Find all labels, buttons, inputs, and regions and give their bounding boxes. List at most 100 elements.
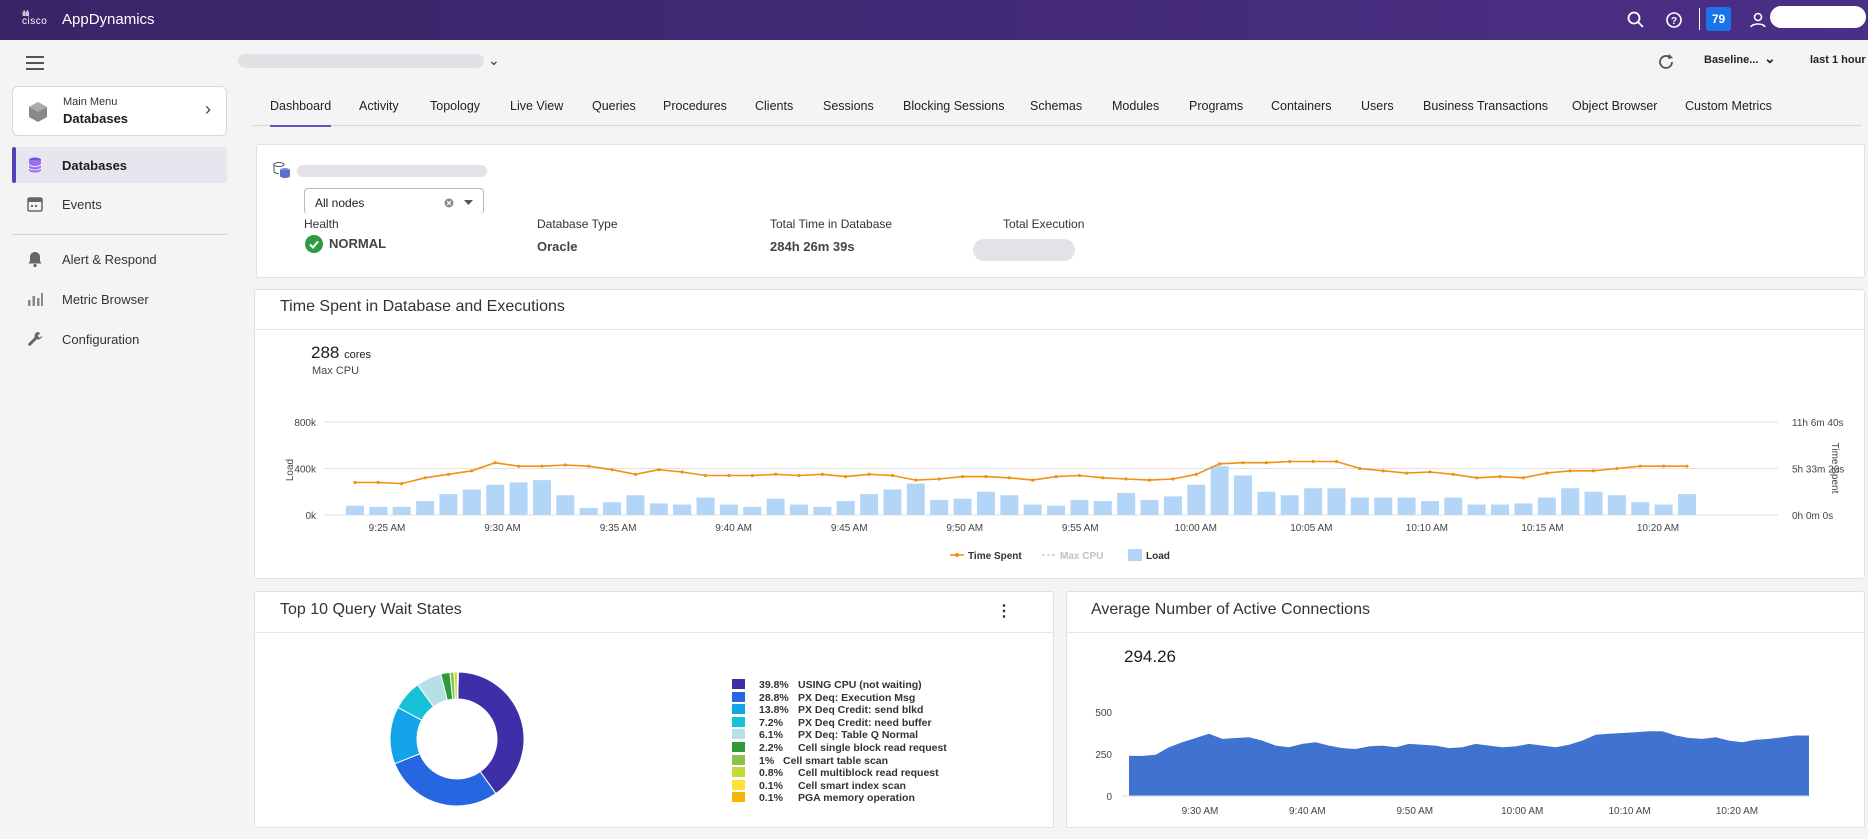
refresh-icon[interactable]	[1657, 53, 1675, 71]
legend-swatch	[732, 704, 745, 715]
time-spent-point	[1288, 459, 1292, 464]
legend-item[interactable]: 1% Cell smart table scan	[732, 754, 888, 767]
tab-schemas[interactable]: Schemas	[1030, 99, 1083, 113]
legend-load: Load	[1146, 551, 1170, 562]
legend-item[interactable]: 28.8% PX Deq: Execution Msg	[732, 691, 915, 704]
load-bar	[673, 504, 692, 515]
legend-item[interactable]: 2.2% Cell single block read request	[732, 742, 947, 754]
donut-slice	[457, 671, 525, 795]
time-spent-point	[1264, 461, 1268, 465]
app-brand[interactable]: AppDynamics	[62, 11, 155, 28]
x-tick-label: 9:40 AM	[715, 523, 752, 534]
check-circle-icon	[305, 235, 323, 253]
hamburger-icon[interactable]	[26, 56, 44, 70]
tab-object-browser[interactable]: Object Browser	[1572, 99, 1658, 113]
connections-chart: 500 250 0 9:30 AM 9:40 AM 9:50 AM 10:00 AM 10:1…	[1095, 708, 1810, 817]
legend-item[interactable]: 0.8% Cell multiblock read request	[732, 767, 939, 779]
time-spent-point	[587, 464, 591, 468]
tab-blocking-sessions[interactable]: Blocking Sessions	[903, 99, 1005, 113]
tab-programs[interactable]: Programs	[1189, 99, 1244, 113]
notification-badge[interactable]: 79	[1706, 7, 1731, 31]
tab-dashboard[interactable]: Dashboard	[270, 97, 332, 127]
help-icon[interactable]: ?	[1664, 10, 1684, 30]
load-bar	[486, 484, 505, 515]
wait-states-card	[254, 591, 1054, 828]
legend-item[interactable]: 13.8% PX Deq Credit: send blkd	[732, 704, 923, 716]
dropdown-arrow-icon[interactable]	[464, 200, 473, 206]
tab-clients[interactable]: Clients	[755, 99, 794, 113]
tab-live-view[interactable]: Live View	[510, 99, 564, 113]
sidebar-item-label: Events	[62, 197, 102, 212]
time-spent-point	[960, 475, 965, 479]
time-spent-point	[984, 475, 988, 479]
sidebar-divider	[12, 234, 227, 235]
legend-item[interactable]: 7.2% PX Deq Credit: need buffer	[732, 716, 932, 729]
chevron-right-icon: ›	[205, 99, 211, 119]
sidebar-item-events[interactable]: Events	[12, 186, 227, 222]
legend-swatch	[732, 792, 745, 803]
load-bar	[392, 506, 411, 515]
load-bar	[462, 489, 481, 515]
legend-item[interactable]: 39.8% USING CPU (not waiting)	[732, 679, 922, 691]
sidebar-item-metric-browser[interactable]: Metric Browser	[12, 281, 227, 317]
legend-item[interactable]: 0.1% PGA memory operation	[732, 792, 915, 804]
clear-icon[interactable]	[444, 198, 454, 208]
y2-tick-label: 11h 6m 40s	[1792, 418, 1844, 429]
database-selector[interactable]	[238, 54, 484, 68]
node-filter-select[interactable]: All nodes	[304, 188, 484, 214]
time-spent-point	[1615, 466, 1619, 471]
legend-item[interactable]: 6.1% PX Deq: Table Q Normal	[732, 729, 918, 741]
sidebar-item-label: Alert & Respond	[62, 252, 157, 267]
user-name[interactable]	[1770, 6, 1866, 28]
connections-headline: 294.26	[1124, 647, 1176, 666]
load-bar	[883, 489, 902, 515]
sidebar-item-alert-respond[interactable]: Alert & Respond	[12, 241, 227, 277]
load-bar	[790, 504, 808, 515]
tab-custom-metrics[interactable]: Custom Metrics	[1685, 99, 1772, 113]
baseline-select[interactable]: Baseline...	[1704, 54, 1759, 66]
main-menu-button[interactable]: Main Menu Databases ›	[12, 86, 227, 136]
database-type-label: Database Type	[537, 217, 618, 231]
more-options-icon[interactable]: ⋮	[996, 603, 1012, 620]
total-time-value: 284h 26m 39s	[770, 239, 855, 254]
time-spent-point	[1638, 464, 1642, 468]
tab-queries[interactable]: Queries	[592, 99, 636, 113]
tab-business-transactions[interactable]: Business Transactions	[1423, 99, 1549, 113]
time-spent-point	[1404, 471, 1409, 475]
legend-label: PX Deq Credit: need buffer	[798, 716, 932, 729]
y-tick-label: 250	[1095, 750, 1112, 761]
x-tick-label: 10:20 AM	[1716, 806, 1758, 817]
chevron-down-icon[interactable]: ⌄	[488, 52, 500, 68]
chevron-down-icon[interactable]: ⌄	[1764, 50, 1776, 66]
load-bar	[953, 498, 972, 515]
search-icon[interactable]	[1626, 10, 1646, 30]
time-spent-point	[633, 472, 638, 476]
load-bar	[1093, 501, 1112, 515]
legend-pct: 0.8%	[759, 767, 783, 780]
load-bar	[626, 495, 645, 515]
load-bar	[1047, 505, 1066, 515]
tab-containers[interactable]: Containers	[1271, 99, 1332, 113]
time-range-select[interactable]: last 1 hour	[1810, 54, 1866, 66]
tab-sessions[interactable]: Sessions	[823, 99, 874, 113]
y2-axis-label: Time Spent	[1829, 443, 1840, 494]
load-bar	[1584, 491, 1603, 515]
legend-label: USING CPU (not waiting)	[798, 679, 922, 691]
sidebar-item-configuration[interactable]: Configuration	[12, 321, 227, 357]
user-icon[interactable]	[1748, 10, 1768, 30]
tab-topology[interactable]: Topology	[430, 99, 481, 113]
sidebar-item-label: Configuration	[62, 332, 140, 347]
legend-item[interactable]: 0.1% Cell smart index scan	[732, 779, 906, 792]
cisco-logo: ılıılı cisco	[22, 9, 48, 27]
tab-procedures[interactable]: Procedures	[663, 99, 727, 113]
legend-pct: 6.1%	[759, 729, 783, 742]
sidebar-item-databases[interactable]: Databases	[12, 147, 227, 183]
tab-users[interactable]: Users	[1361, 99, 1394, 113]
database-icon	[28, 157, 42, 173]
x-tick-label: 9:30 AM	[1182, 806, 1219, 817]
load-bar	[1631, 502, 1650, 515]
time-spent-point	[1451, 472, 1455, 476]
tab-modules[interactable]: Modules	[1112, 99, 1160, 113]
load-bar	[743, 506, 762, 515]
tab-activity[interactable]: Activity	[359, 99, 399, 113]
